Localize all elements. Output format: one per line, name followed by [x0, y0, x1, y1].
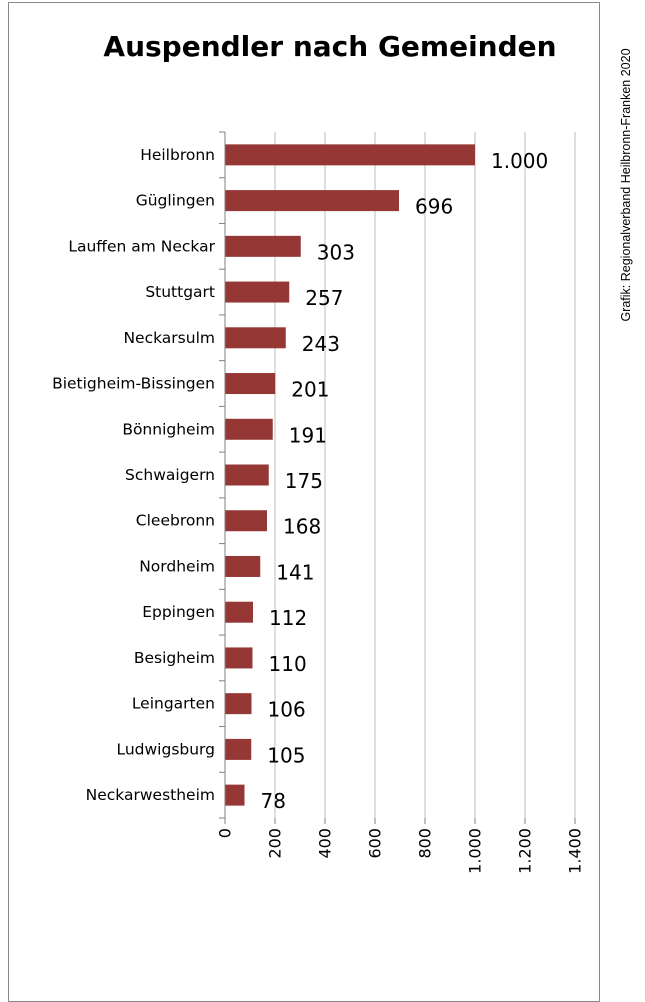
category-label: Stuttgart — [145, 283, 215, 301]
bar — [225, 373, 276, 395]
data-label: 303 — [317, 240, 355, 264]
bar — [225, 738, 252, 760]
data-label: 141 — [276, 560, 314, 584]
category-label: Schwaigern — [125, 466, 215, 484]
bar — [225, 190, 399, 212]
chart-title: Auspendler nach Gemeinden — [103, 30, 557, 63]
labels: 0 200 400 600 800 1.000 1.200 1.400 Heilbronn 1.0… — [52, 146, 584, 874]
x-tick-label: 0 — [216, 828, 235, 838]
data-label: 106 — [268, 698, 306, 722]
category-label: Ludwigsburg — [116, 740, 215, 758]
data-label: 243 — [302, 332, 340, 356]
data-label: 112 — [269, 606, 307, 630]
x-tick-label: 1.400 — [566, 828, 585, 874]
category-label: Neckarsulm — [123, 329, 215, 347]
bar — [225, 784, 245, 806]
category-label: Nordheim — [139, 557, 215, 575]
bar — [225, 555, 261, 577]
x-tick-label: 400 — [316, 828, 335, 859]
category-label: Besigheim — [134, 649, 215, 667]
data-label: 105 — [267, 743, 305, 767]
category-label: Cleebronn — [136, 512, 215, 530]
category-label: Lauffen am Neckar — [68, 237, 215, 255]
bar — [225, 235, 301, 257]
data-label: 168 — [283, 515, 321, 539]
bar-chart: 0 200 400 600 800 1.000 1.200 1.400 Heilbronn 1.0… — [52, 131, 585, 874]
chart-frame — [8, 2, 600, 1002]
x-tick-label: 1.200 — [516, 828, 535, 874]
data-label: 78 — [261, 789, 286, 813]
category-label: Leingarten — [132, 695, 215, 713]
category-label: Neckarwestheim — [86, 786, 215, 804]
data-label: 191 — [289, 423, 327, 447]
bar — [225, 693, 252, 715]
x-tick-label: 600 — [366, 828, 385, 859]
bar — [225, 144, 475, 166]
x-tick-label: 1.000 — [466, 828, 485, 874]
bar — [225, 601, 253, 623]
bars — [225, 144, 475, 806]
data-label: 175 — [285, 469, 323, 493]
data-label: 110 — [269, 652, 307, 676]
gridlines — [274, 132, 576, 818]
data-label: 696 — [415, 195, 453, 219]
category-label: Bönnigheim — [122, 420, 215, 438]
category-label: Güglingen — [136, 192, 215, 210]
bar — [225, 281, 290, 303]
x-tick-label: 800 — [416, 828, 435, 859]
category-label: Eppingen — [142, 603, 215, 621]
axes — [219, 131, 576, 824]
x-tick-label: 200 — [266, 828, 285, 859]
bar — [225, 510, 267, 532]
data-label: 1.000 — [491, 149, 548, 173]
category-label: Bietigheim-Bissingen — [52, 375, 215, 393]
bar — [225, 647, 253, 669]
category-label: Heilbronn — [140, 146, 215, 164]
bar — [225, 327, 286, 349]
bar — [225, 418, 273, 440]
data-label: 201 — [291, 378, 329, 402]
data-label: 257 — [305, 286, 343, 310]
bar — [225, 464, 269, 486]
